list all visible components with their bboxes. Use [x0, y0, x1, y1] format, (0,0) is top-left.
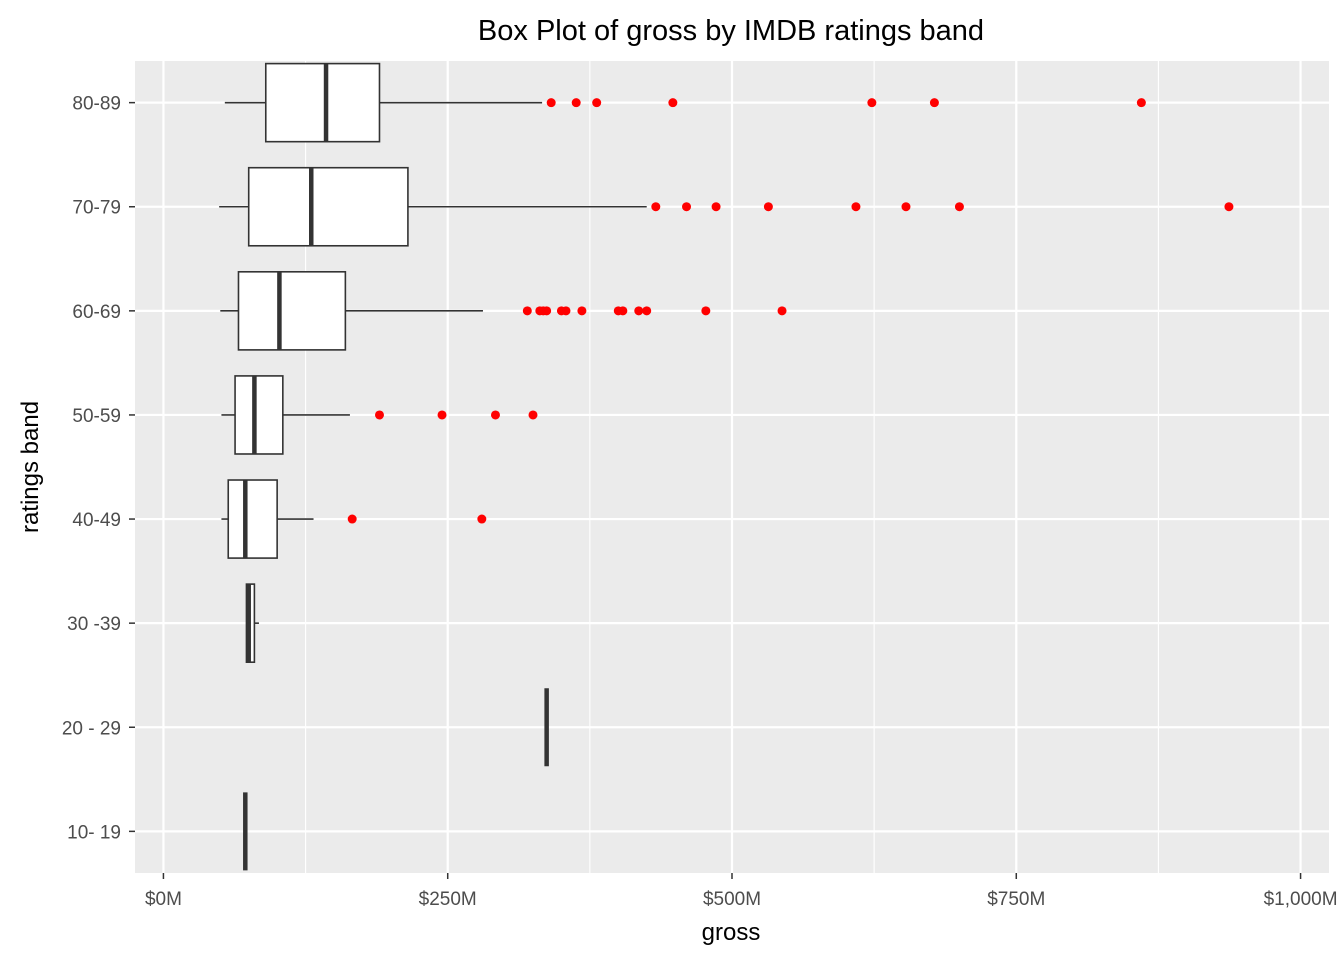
y-tick-label: 80-89 — [72, 94, 121, 115]
outlier-point — [668, 98, 678, 108]
outlier-point — [701, 306, 711, 316]
axes-layer: $0M $250M $500M $750M $1,000M 10- 19 20 - 29 30… — [62, 94, 1338, 910]
y-tick-label: 30 -39 — [67, 614, 121, 635]
box-iqr — [227, 479, 278, 559]
outlier-point — [490, 410, 500, 420]
x-tick-label: $1,000M — [1264, 889, 1338, 910]
outlier-point — [546, 98, 556, 108]
y-tick-label: 60-69 — [72, 302, 121, 323]
outlier-point — [1136, 98, 1146, 108]
box-iqr — [247, 166, 409, 247]
outlier-point — [571, 98, 581, 108]
x-axis-title: gross — [702, 919, 761, 946]
outlier-point — [347, 514, 357, 524]
outlier-point — [1224, 202, 1234, 212]
outlier-point — [851, 202, 861, 212]
outlier-point — [477, 514, 487, 524]
x-tick-label: $500M — [703, 889, 761, 910]
y-axis-title: ratings band — [17, 401, 44, 533]
box-iqr — [234, 375, 284, 455]
box-iqr — [237, 271, 347, 351]
chart-title: Box Plot of gross by IMDB ratings band — [478, 15, 984, 47]
y-tick-label: 50-59 — [72, 406, 121, 427]
outlier-point — [618, 306, 628, 316]
outlier-point — [437, 410, 447, 420]
outlier-point — [901, 202, 911, 212]
outlier-point — [763, 202, 773, 212]
outlier-point — [711, 202, 721, 212]
outlier-point — [528, 410, 538, 420]
box-group — [221, 375, 538, 455]
outlier-point — [592, 98, 602, 108]
box-group — [221, 479, 487, 559]
box-group — [220, 271, 787, 351]
box-group — [224, 62, 1146, 143]
y-tick-label: 70-79 — [72, 198, 121, 219]
box-group — [219, 166, 1234, 247]
outlier-point — [542, 306, 552, 316]
outlier-point — [634, 306, 644, 316]
grid-lines — [135, 61, 1329, 873]
outlier-point — [867, 98, 877, 108]
boxes-layer — [219, 62, 1234, 871]
outlier-point — [374, 410, 384, 420]
outlier-point — [777, 306, 787, 316]
x-tick-label: $750M — [987, 889, 1045, 910]
y-tick-label: 40-49 — [72, 510, 121, 531]
x-tick-label: $0M — [145, 889, 182, 910]
x-tick-label: $250M — [419, 889, 477, 910]
outlier-point — [642, 306, 652, 316]
outlier-point — [561, 306, 571, 316]
y-tick-label: 20 - 29 — [62, 718, 121, 739]
box-iqr — [264, 62, 381, 143]
outlier-point — [682, 202, 692, 212]
outlier-point — [522, 306, 532, 316]
box-group — [245, 583, 259, 663]
outlier-point — [577, 306, 587, 316]
outlier-point — [929, 98, 939, 108]
y-tick-label: 10- 19 — [67, 822, 121, 843]
outlier-point — [954, 202, 964, 212]
outlier-point — [651, 202, 661, 212]
